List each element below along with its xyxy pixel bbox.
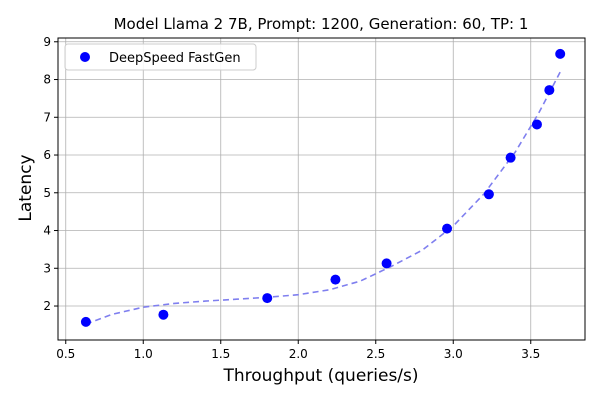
y-tick-label: 6 [43,148,51,162]
y-tick-label: 7 [43,110,51,124]
y-tick-label: 8 [43,73,51,87]
y-tick-label: 2 [43,299,51,313]
y-tick-label: 3 [43,261,51,275]
data-point [505,152,516,163]
legend-box [64,43,257,71]
chart-title: Model Llama 2 7B, Prompt: 1200, Generati… [114,15,529,33]
grid [58,38,585,340]
x-tick-label: 1.5 [211,347,230,361]
data-point [442,223,453,234]
x-axis-ticks: 0.5 1.0 1.5 2.0 2.5 3.0 3.5 [56,340,540,361]
trend-line [85,71,561,325]
data-points [80,48,566,327]
legend-marker [80,52,90,62]
y-tick-label: 5 [43,186,51,200]
x-tick-label: 0.5 [56,347,75,361]
x-tick-label: 2.0 [289,347,308,361]
data-point [531,119,542,130]
y-tick-label: 9 [43,35,51,49]
data-point [80,316,91,327]
legend: DeepSpeed FastGen [64,43,257,71]
data-point [555,48,566,59]
legend-label: DeepSpeed FastGen [109,51,241,66]
x-tick-label: 1.0 [134,347,153,361]
data-point [381,258,392,269]
data-point [330,274,341,285]
y-axis-label: Latency [16,154,36,221]
y-tick-label: 4 [43,224,51,238]
plot-frame [57,37,586,341]
data-point [158,309,169,320]
trend-line-group [85,71,561,325]
x-tick-label: 3.0 [444,347,463,361]
x-axis-label: Throughput (queries/s) [222,366,418,386]
x-tick-label: 3.5 [521,347,540,361]
data-point [544,85,555,96]
data-point [262,293,273,304]
y-axis-ticks: 2 3 4 5 6 7 8 9 [43,35,58,313]
x-tick-label: 2.5 [366,347,385,361]
data-point [483,189,494,200]
